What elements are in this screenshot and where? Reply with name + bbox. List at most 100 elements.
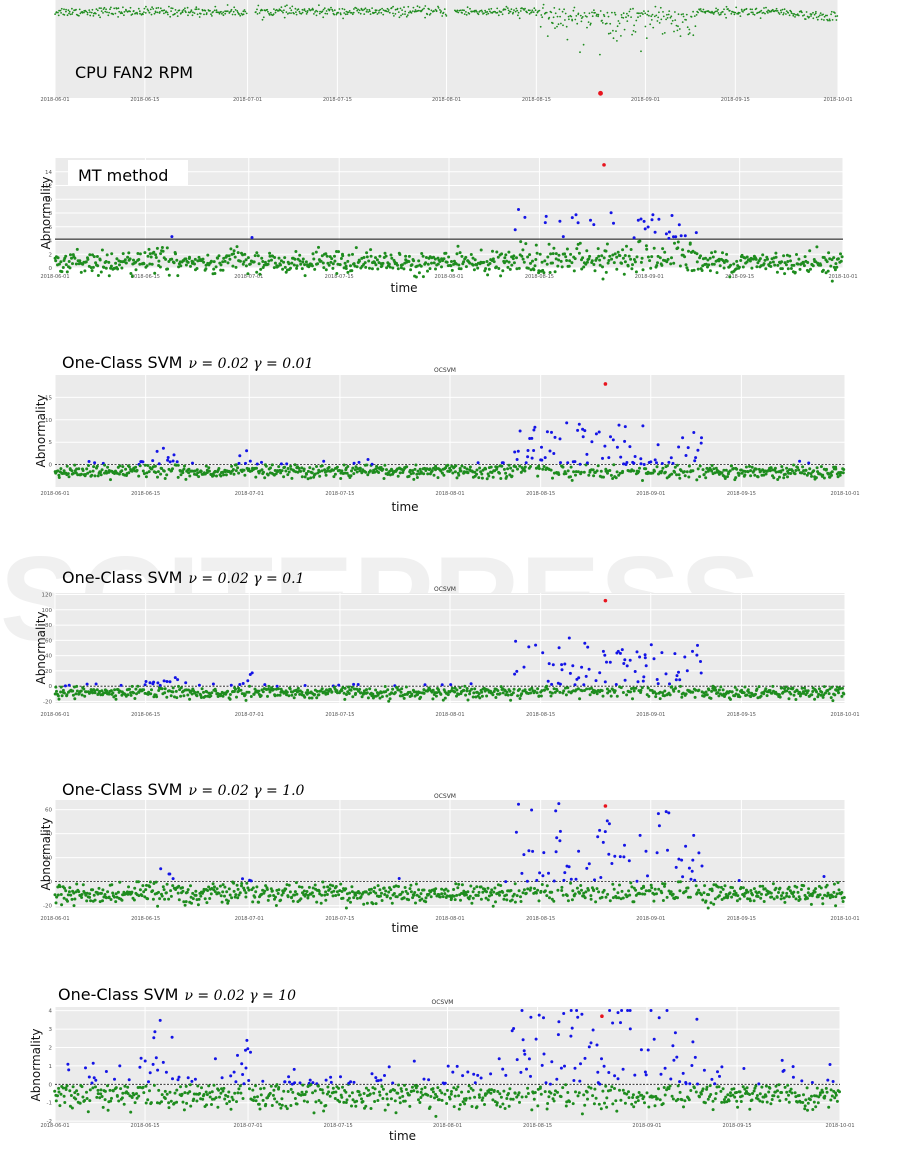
data-point <box>625 693 629 697</box>
data-point <box>273 469 277 472</box>
data-point <box>83 1099 87 1102</box>
data-point <box>543 688 547 692</box>
data-point <box>577 251 581 255</box>
data-point <box>147 9 150 12</box>
data-point <box>245 1038 249 1042</box>
data-point <box>576 221 580 225</box>
data-point <box>292 1067 296 1071</box>
data-point <box>696 267 700 271</box>
data-point <box>101 888 105 892</box>
data-point <box>757 890 761 894</box>
data-point <box>254 475 258 479</box>
x-tick-label: 2018-06-01 <box>40 274 69 280</box>
data-point <box>122 6 124 9</box>
data-point <box>164 891 168 895</box>
data-point <box>545 684 549 688</box>
data-point <box>101 899 104 903</box>
data-point <box>628 658 632 662</box>
caption-box <box>68 160 188 186</box>
data-point <box>559 15 561 18</box>
data-point <box>768 261 772 265</box>
x-tick-label: 2018-08-01 <box>434 274 463 280</box>
data-point <box>714 688 718 692</box>
data-point <box>666 848 669 852</box>
data-point <box>783 272 787 276</box>
data-point <box>658 256 662 260</box>
data-point <box>605 242 609 246</box>
data-point <box>64 889 68 893</box>
data-point <box>272 266 276 270</box>
data-point <box>657 887 661 891</box>
data-point <box>176 891 180 895</box>
data-point <box>305 472 308 476</box>
data-point <box>667 13 670 16</box>
data-point <box>490 893 494 897</box>
data-point <box>783 472 787 476</box>
data-point <box>80 693 84 697</box>
data-point <box>664 810 668 814</box>
data-point <box>510 263 514 267</box>
data-point <box>210 1090 214 1094</box>
data-point <box>655 465 659 469</box>
data-point <box>566 686 570 690</box>
data-point <box>292 263 296 267</box>
data-point <box>523 9 525 11</box>
data-point <box>130 684 134 688</box>
data-point <box>687 475 691 479</box>
data-point <box>769 891 773 895</box>
data-point <box>407 5 410 8</box>
data-point <box>399 892 403 896</box>
data-point <box>130 274 134 278</box>
data-point <box>186 1076 190 1080</box>
data-point <box>585 452 589 456</box>
data-point <box>303 8 306 11</box>
data-point <box>647 694 651 698</box>
data-point <box>325 254 329 258</box>
data-point <box>619 686 623 690</box>
data-point <box>251 1088 255 1092</box>
data-point <box>179 1085 182 1089</box>
data-point <box>53 893 57 897</box>
data-point <box>362 691 366 695</box>
data-point <box>213 885 216 889</box>
data-point <box>179 473 183 477</box>
data-point <box>365 688 368 692</box>
data-point <box>276 687 280 691</box>
data-point <box>137 880 140 884</box>
y-axis-label: Abnormality <box>34 394 48 467</box>
data-point <box>174 12 176 15</box>
data-point <box>179 694 183 698</box>
data-point <box>721 887 725 891</box>
data-point <box>148 681 152 685</box>
data-point <box>114 12 117 15</box>
data-point <box>297 466 301 470</box>
data-point <box>730 895 734 899</box>
data-point <box>69 13 72 16</box>
data-point <box>463 466 467 469</box>
data-point <box>370 462 374 466</box>
data-point <box>63 1101 67 1104</box>
data-point <box>78 8 81 11</box>
data-point <box>790 10 792 13</box>
data-point <box>210 1103 213 1106</box>
data-point <box>77 890 81 894</box>
data-point <box>280 893 284 897</box>
data-point <box>638 833 642 837</box>
data-point <box>547 871 550 875</box>
data-point <box>533 264 537 268</box>
data-point <box>92 465 96 469</box>
data-point <box>212 11 215 13</box>
data-point <box>165 246 169 250</box>
data-point <box>409 890 413 894</box>
data-point <box>778 13 781 15</box>
data-point <box>165 680 169 683</box>
data-point <box>149 1101 153 1105</box>
data-point <box>588 12 591 15</box>
data-point <box>780 465 784 469</box>
data-point <box>535 691 539 695</box>
data-point <box>492 890 496 894</box>
data-point <box>374 263 378 267</box>
data-point <box>86 471 90 475</box>
data-point <box>306 896 310 900</box>
data-point <box>648 889 652 893</box>
